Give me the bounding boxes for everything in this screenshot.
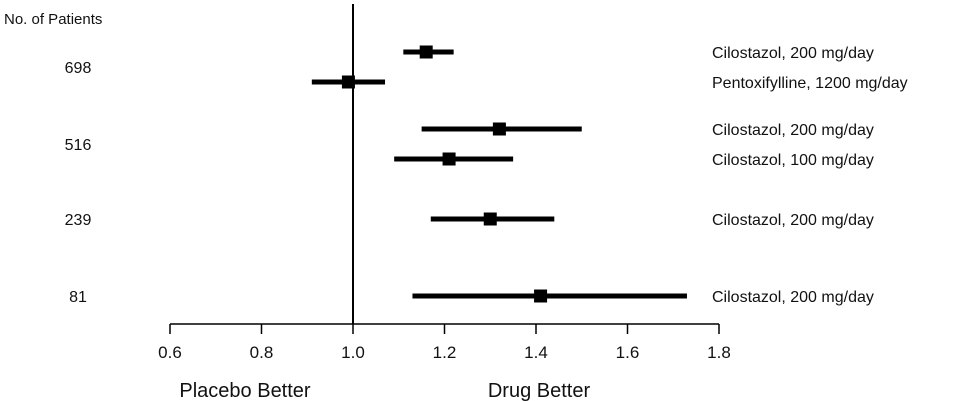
series-label: Pentoxifylline, 1200 mg/day bbox=[712, 75, 908, 92]
point-estimate bbox=[442, 152, 456, 166]
plot-area: 698 Cilostazol, 200 mg/day Pentoxifylline,… bbox=[65, 4, 908, 324]
patient-count: 239 bbox=[65, 212, 92, 229]
series-label: Cilostazol, 100 mg/day bbox=[712, 152, 874, 169]
point-estimate bbox=[534, 289, 548, 303]
patients-header: No. of Patients bbox=[4, 11, 102, 28]
x-tick-label: 1.6 bbox=[616, 343, 640, 362]
x-tick-label: 1.4 bbox=[524, 343, 548, 362]
patient-count: 81 bbox=[69, 289, 87, 306]
series-label: Cilostazol, 200 mg/day bbox=[712, 122, 874, 139]
series-label: Cilostazol, 200 mg/day bbox=[712, 45, 874, 62]
x-tick-label: 1.0 bbox=[341, 343, 365, 362]
patient-count: 516 bbox=[65, 137, 92, 154]
x-axis: 0.6 0.8 1.0 1.2 1.4 1.6 1.8 bbox=[158, 323, 731, 362]
patient-count: 698 bbox=[65, 60, 92, 77]
point-estimate bbox=[483, 212, 497, 226]
point-estimate bbox=[492, 122, 506, 136]
point-estimate bbox=[341, 75, 355, 89]
x-tick-label: 1.8 bbox=[707, 343, 731, 362]
x-tick-label: 0.6 bbox=[158, 343, 182, 362]
x-tick-label: 1.2 bbox=[433, 343, 457, 362]
point-estimate bbox=[419, 45, 433, 59]
x-tick-label: 0.8 bbox=[250, 343, 274, 362]
series-label: Cilostazol, 200 mg/day bbox=[712, 289, 874, 306]
drug-better-label: Drug Better bbox=[488, 380, 591, 401]
series-label: Cilostazol, 200 mg/day bbox=[712, 212, 874, 229]
placebo-better-label: Placebo Better bbox=[179, 380, 311, 401]
